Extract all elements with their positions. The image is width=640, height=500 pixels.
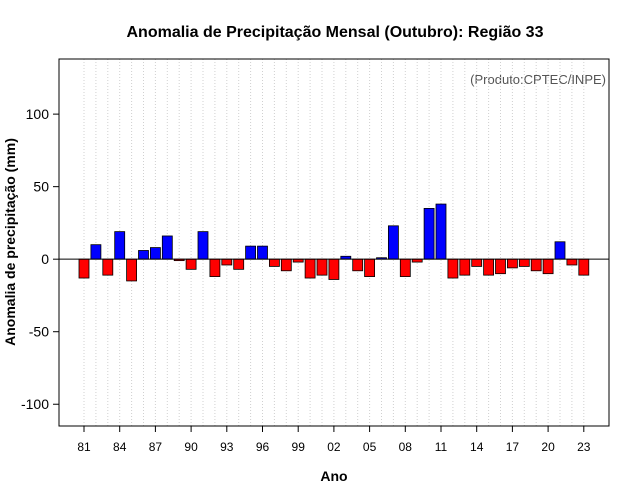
- x-tick-label: 87: [149, 440, 163, 454]
- bar-2014: [471, 258, 483, 267]
- bar-2004: [352, 258, 364, 272]
- y-tick-label: 50: [33, 179, 49, 195]
- bar-2016: [495, 258, 506, 275]
- bar-1998: [280, 258, 292, 272]
- bar-2002: [328, 258, 340, 280]
- bar-1982: [90, 244, 102, 260]
- product-credit: (Produto:CPTEC/INPE): [470, 72, 606, 87]
- bar-2019: [530, 258, 542, 272]
- x-tick-label: 11: [435, 440, 448, 454]
- bar-2008: [399, 258, 411, 277]
- x-tick-label: 96: [256, 440, 270, 454]
- x-tick-label: 93: [220, 440, 234, 454]
- bar-2022: [566, 258, 578, 266]
- bar-2007: [387, 225, 399, 260]
- bar-2000: [304, 258, 316, 279]
- bar-1992: [209, 258, 221, 277]
- y-axis-label: Anomalia de precipitação (mm): [2, 138, 18, 346]
- x-tick-label: 17: [506, 440, 520, 454]
- bar-1985: [126, 258, 137, 282]
- x-tick-label: 05: [363, 440, 377, 454]
- bar-1986: [138, 250, 149, 260]
- axes: -100 -50 0 50 100 81 84 87 90 93 96 99 02 05 08 11 14 17 2…: [21, 106, 609, 454]
- bar-1981: [78, 258, 90, 279]
- x-tick-label: 23: [577, 440, 591, 454]
- y-tick-label: 0: [41, 251, 49, 267]
- y-tick-label: -50: [29, 324, 49, 340]
- x-axis-label: Ano: [320, 468, 347, 484]
- bar-2012: [447, 258, 459, 279]
- bar-2001: [316, 258, 328, 276]
- bar-2010: [423, 208, 435, 260]
- x-tick-label: 90: [184, 440, 198, 454]
- bar-2023: [578, 258, 590, 276]
- x-tick-label: 20: [541, 440, 555, 454]
- bar-1988: [161, 235, 173, 260]
- bar-1991: [197, 231, 209, 260]
- bar-1984: [114, 231, 126, 260]
- plot-frame: [58, 58, 610, 427]
- x-tick-label: 84: [113, 440, 127, 454]
- bar-2020: [542, 258, 554, 275]
- bar-2021: [554, 241, 566, 260]
- bar-1997: [268, 258, 280, 267]
- bar-1996: [257, 245, 268, 260]
- x-tick-label: 99: [292, 440, 306, 454]
- bar-1983: [102, 258, 114, 276]
- bar-1993: [221, 258, 233, 266]
- bar-2017: [506, 258, 518, 269]
- x-tick-label: 14: [470, 440, 484, 454]
- bar-1994: [233, 258, 245, 270]
- x-tick-label: 02: [327, 440, 341, 454]
- bar-1990: [185, 258, 197, 270]
- x-tick-label: 81: [77, 440, 91, 454]
- grid-lines: [83, 59, 585, 426]
- chart-title: Anomalia de Precipitação Mensal (Outubro…: [127, 24, 544, 41]
- y-tick-label: 100: [26, 106, 50, 122]
- bar-1995: [245, 245, 257, 260]
- bar-2013: [459, 258, 471, 276]
- bar-2015: [483, 258, 495, 276]
- bar-2011: [435, 203, 447, 260]
- x-tick-label: 08: [399, 440, 413, 454]
- bar-2018: [518, 258, 530, 267]
- bar-1987: [149, 247, 161, 260]
- bars: [78, 203, 590, 282]
- y-tick-label: -100: [21, 396, 49, 412]
- bar-2005: [364, 258, 376, 277]
